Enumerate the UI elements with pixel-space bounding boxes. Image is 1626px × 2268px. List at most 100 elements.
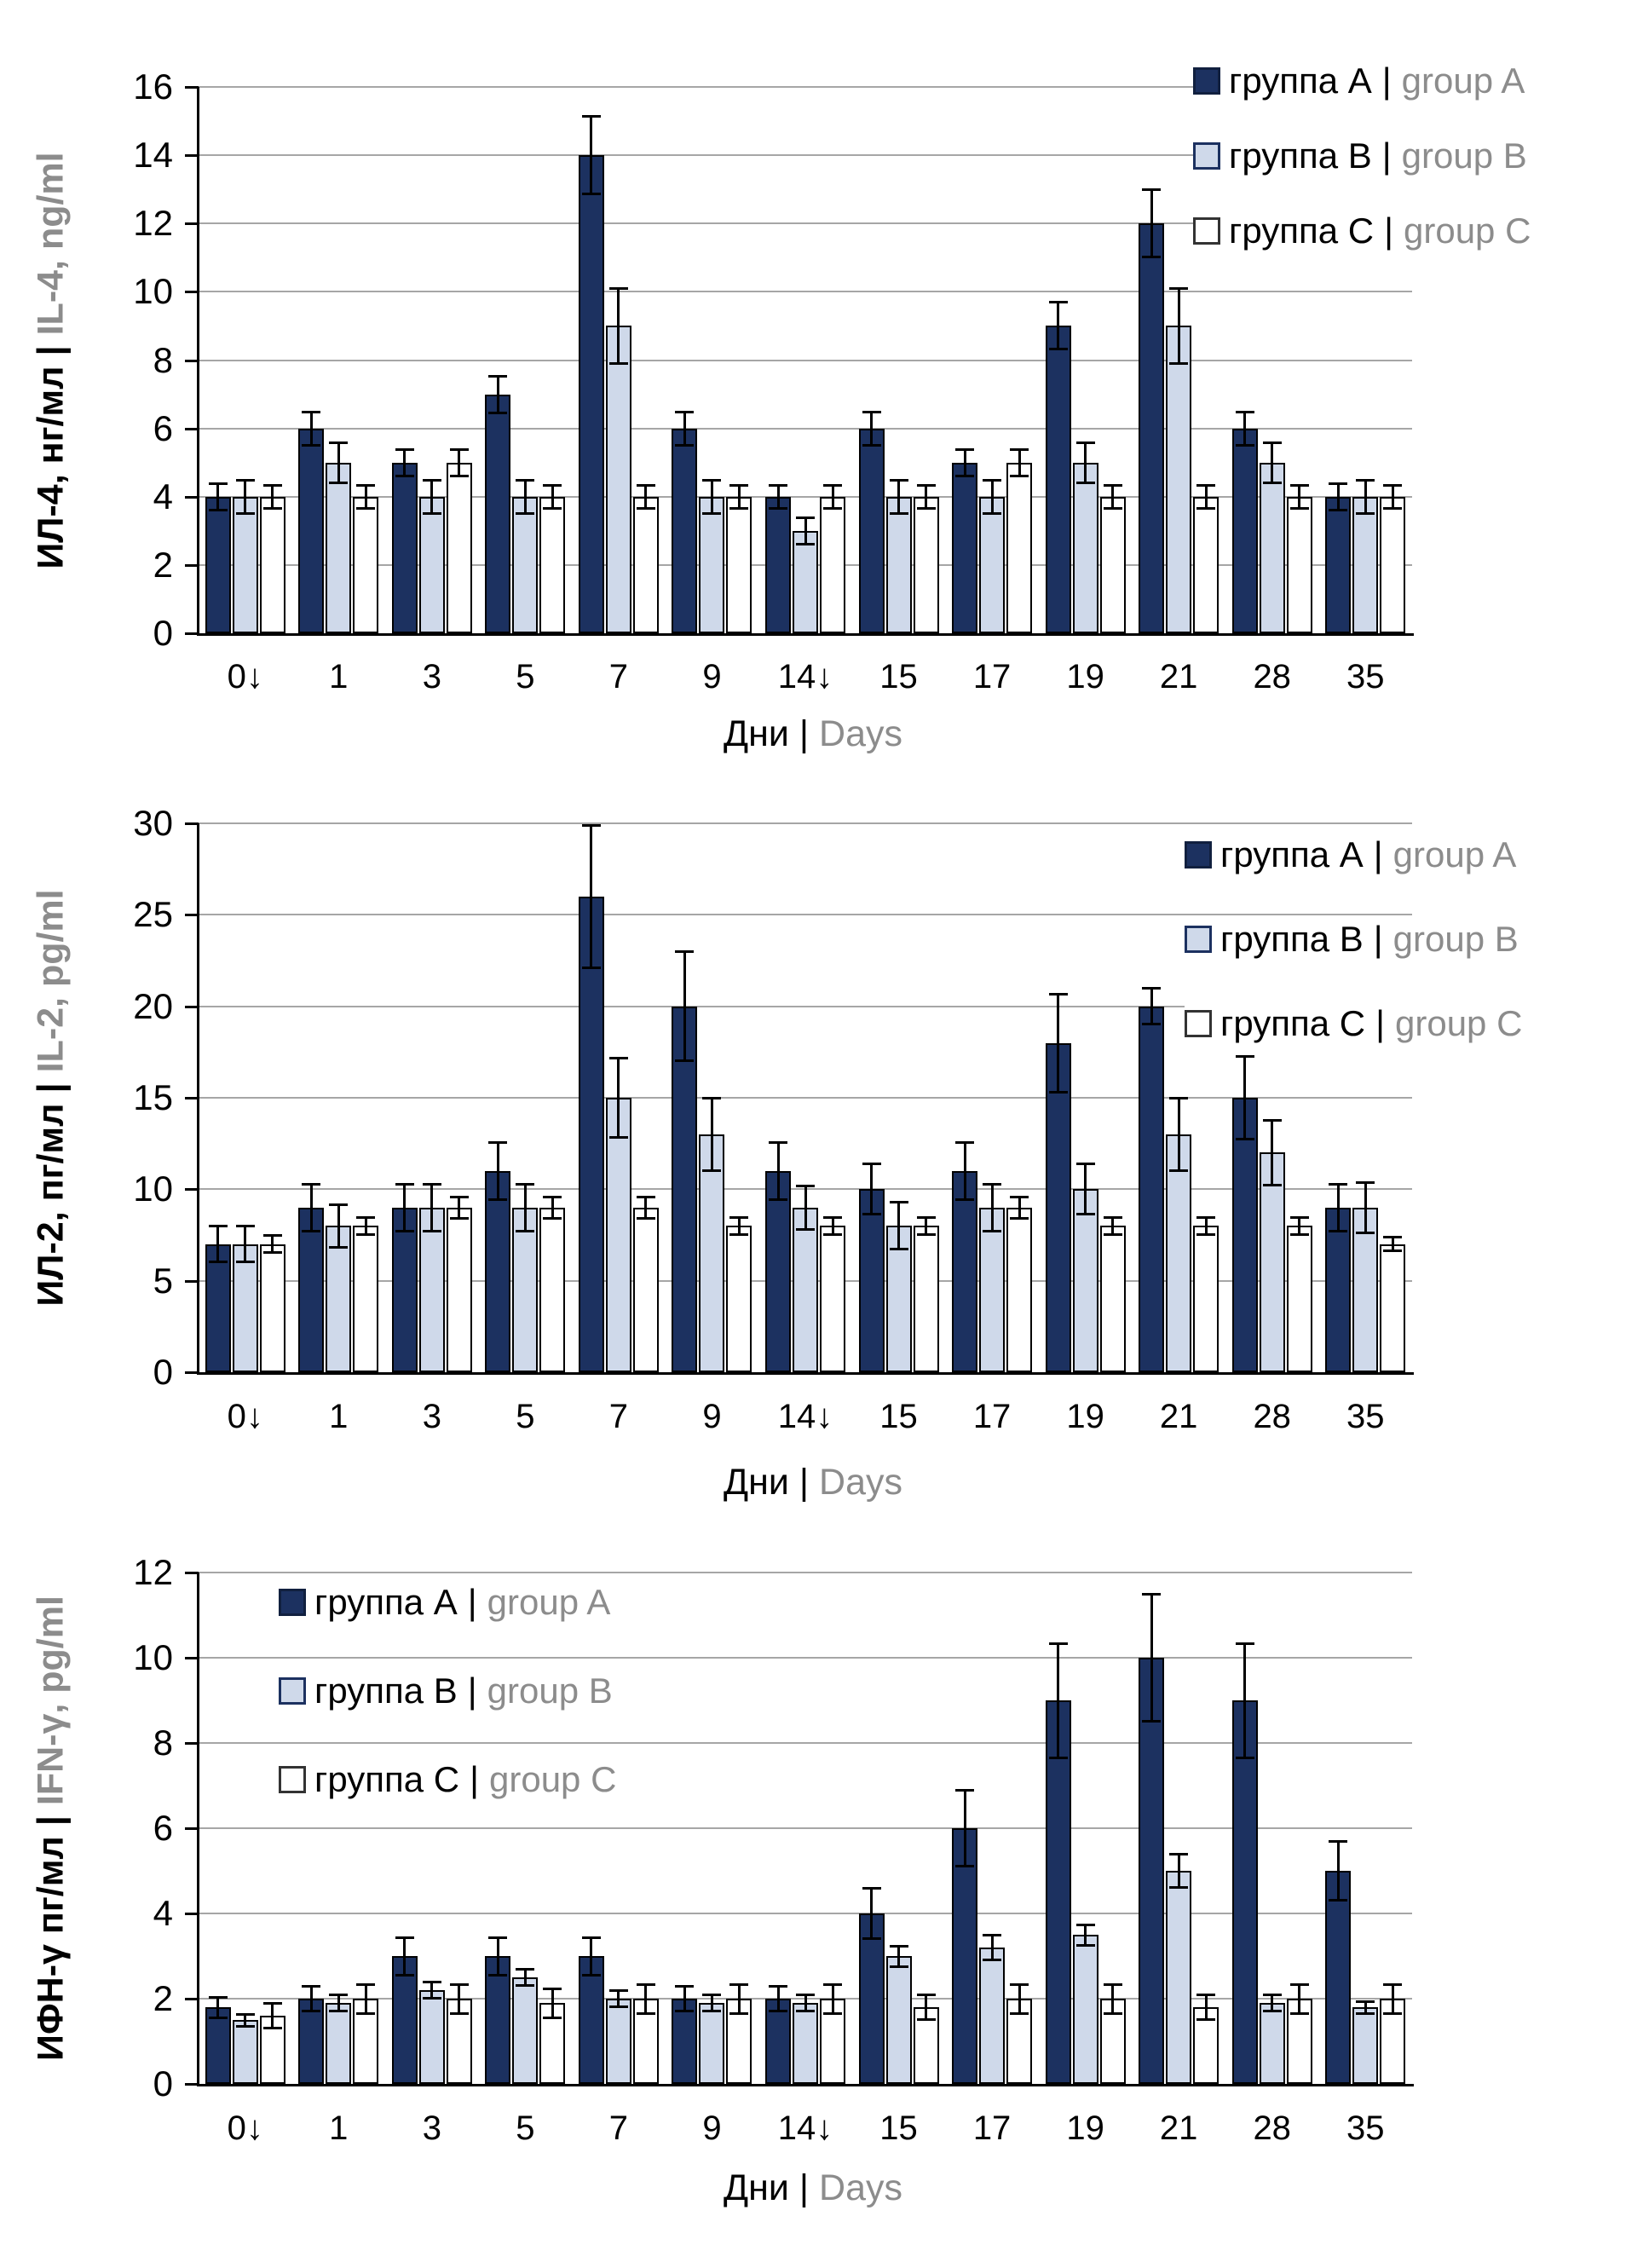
error-bar-cap-top bbox=[1329, 482, 1348, 485]
x-tick-label: 1 bbox=[329, 658, 349, 695]
bar-group-b bbox=[232, 2020, 258, 2084]
error-bar-cap-top bbox=[581, 1936, 601, 1939]
error-bar-cap-bottom bbox=[1075, 1213, 1095, 1216]
error-bar-stem bbox=[1111, 484, 1115, 509]
error-bar-stem bbox=[990, 1183, 994, 1232]
y-tick-label: 14 bbox=[133, 135, 173, 176]
x-tick-label: 35 bbox=[1346, 2109, 1385, 2147]
error-bar-cap-bottom bbox=[1329, 1899, 1348, 1902]
error-bar-cap-top bbox=[796, 1994, 815, 1996]
bar-group-a bbox=[391, 1207, 418, 1372]
error-bar-cap-top bbox=[636, 1195, 655, 1198]
legend-swatch-group-b bbox=[279, 1677, 306, 1705]
bar-group-b bbox=[793, 530, 818, 633]
error-bar-cap-bottom bbox=[769, 1198, 787, 1202]
error-bar-stem bbox=[870, 1888, 874, 1939]
error-bar-cap-top bbox=[729, 1215, 749, 1219]
error-bar-stem bbox=[1150, 189, 1153, 258]
error-bar-stem bbox=[551, 484, 554, 509]
y-axis-title-en: IL-4, ng/ml bbox=[30, 151, 72, 335]
error-bar-cap-bottom bbox=[329, 481, 349, 484]
error-bar-cap-top bbox=[1048, 1642, 1068, 1645]
error-bar-cap-top bbox=[1356, 2000, 1375, 2003]
y-axis-title: ИЛ-4, нг/мл | IL-4, ng/ml bbox=[30, 151, 72, 568]
error-bar-cap-top bbox=[675, 950, 695, 954]
y-tick-mark bbox=[185, 154, 199, 158]
error-bar-stem bbox=[1298, 484, 1301, 509]
error-bar-cap-bottom bbox=[262, 1251, 282, 1255]
error-bar-cap-top bbox=[1329, 1182, 1348, 1186]
error-bar-cap-bottom bbox=[1196, 1233, 1216, 1236]
error-bar-cap-bottom bbox=[862, 1937, 881, 1940]
x-tick-label: 9 bbox=[702, 1398, 722, 1435]
error-bar-cap-bottom bbox=[543, 506, 562, 510]
error-bar-cap-bottom bbox=[422, 511, 441, 515]
y-tick-mark bbox=[185, 1827, 199, 1830]
error-bar-cap-top bbox=[262, 483, 282, 487]
legend-item-group-c: группа C | group C bbox=[279, 1758, 631, 1801]
bar-group-c bbox=[1006, 1207, 1033, 1372]
y-tick-mark bbox=[185, 495, 199, 499]
legend-label-en: group C bbox=[1403, 211, 1531, 251]
x-axis-title-ru: Дни bbox=[723, 713, 789, 754]
error-bar-cap-bottom bbox=[356, 2011, 376, 2015]
x-tick-label: 17 bbox=[972, 658, 1012, 695]
legend-item-group-c: группа C | group C bbox=[1185, 1002, 1537, 1045]
error-bar-cap-top bbox=[1383, 1236, 1403, 1239]
bar-group-c bbox=[913, 1226, 939, 1372]
error-bar-cap-bottom bbox=[862, 1213, 881, 1216]
x-axis-line bbox=[197, 2084, 1414, 2086]
x-tick-label: 7 bbox=[608, 1398, 629, 1435]
error-bar-cap-bottom bbox=[889, 1248, 908, 1251]
error-bar-cap-top bbox=[543, 1195, 562, 1198]
error-bar-cap-bottom bbox=[823, 1233, 842, 1236]
bar-group-b bbox=[1352, 2007, 1379, 2084]
bar-group-a bbox=[205, 496, 231, 633]
error-bar-cap-top bbox=[449, 1195, 469, 1198]
x-tick-label: 28 bbox=[1253, 658, 1291, 695]
error-bar-cap-top bbox=[916, 483, 936, 487]
error-bar-cap-top bbox=[208, 1995, 228, 1999]
error-bar-cap-top bbox=[302, 1182, 321, 1186]
bar-group-a bbox=[485, 1170, 511, 1372]
error-bar-cap-top bbox=[1103, 483, 1122, 487]
error-bar-cap-bottom bbox=[608, 361, 628, 365]
bar-group-a bbox=[858, 428, 885, 633]
error-bar-stem bbox=[1084, 1924, 1087, 1946]
gridline bbox=[199, 154, 1412, 157]
bar-group-a bbox=[1045, 1042, 1071, 1372]
error-bar-cap-top bbox=[823, 1982, 842, 1986]
bar-group-c bbox=[1286, 496, 1312, 633]
bar-group-c bbox=[446, 1207, 472, 1372]
bar-group-b bbox=[232, 1244, 258, 1372]
legend-label-pipe: | bbox=[1384, 211, 1393, 251]
x-tick-label: 7 bbox=[608, 2109, 629, 2147]
error-bar-cap-top bbox=[1196, 1994, 1216, 1996]
x-axis-line bbox=[197, 633, 1414, 636]
error-bar-cap-bottom bbox=[488, 411, 508, 414]
error-bar-cap-bottom bbox=[262, 506, 282, 510]
error-bar-cap-top bbox=[329, 1203, 349, 1206]
error-bar-cap-bottom bbox=[955, 474, 975, 477]
error-bar-cap-bottom bbox=[581, 1973, 601, 1977]
error-bar-cap-top bbox=[608, 1056, 628, 1059]
error-bar-cap-bottom bbox=[1048, 1756, 1068, 1759]
error-bar-cap-top bbox=[729, 1982, 749, 1986]
y-tick-label: 4 bbox=[153, 476, 173, 517]
y-axis-title-pipe: | bbox=[30, 1082, 72, 1094]
y-tick-mark bbox=[185, 1097, 199, 1099]
error-bar-cap-bottom bbox=[862, 443, 881, 447]
error-bar-stem bbox=[1391, 1237, 1394, 1252]
error-bar-stem bbox=[523, 1183, 527, 1232]
error-bar-cap-top bbox=[1262, 1994, 1282, 1996]
error-bar-cap-top bbox=[1383, 1982, 1403, 1986]
error-bar-cap-top bbox=[1010, 447, 1029, 451]
error-bar-stem bbox=[897, 1945, 901, 1967]
error-bar-cap-top bbox=[516, 478, 535, 482]
error-bar-stem bbox=[1084, 441, 1087, 483]
y-tick-mark bbox=[185, 632, 199, 635]
error-bar-cap-bottom bbox=[1329, 508, 1348, 511]
error-bar-stem bbox=[925, 1994, 928, 2020]
legend-label-group-b: группа B | group B bbox=[314, 1673, 613, 1709]
legend-label-ru: группа A bbox=[314, 1582, 458, 1622]
